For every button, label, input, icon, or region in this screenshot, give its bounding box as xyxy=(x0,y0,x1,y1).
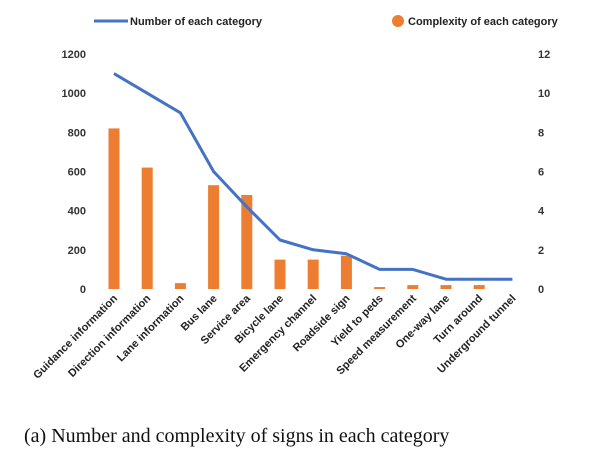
complexity-bar xyxy=(208,185,220,289)
complexity-bar xyxy=(241,195,253,289)
complexity-bar xyxy=(307,259,319,289)
legend-line-label: Number of each category xyxy=(130,16,263,28)
bar-series xyxy=(108,128,485,289)
complexity-bar xyxy=(473,285,485,289)
right-axis: 0 2 4 6 8 10 12 xyxy=(538,49,550,296)
complexity-bar xyxy=(108,128,120,289)
right-axis-tick-label: 10 xyxy=(538,88,550,100)
left-axis-tick-label: 200 xyxy=(68,245,86,257)
category-label: Roadside sign xyxy=(291,292,353,354)
line-series xyxy=(113,72,513,281)
complexity-bar xyxy=(174,283,186,289)
legend-bar-swatch xyxy=(392,15,404,27)
left-axis-tick-label: 800 xyxy=(68,127,86,139)
complexity-bar xyxy=(407,285,419,289)
complexity-bar xyxy=(340,255,352,289)
legend-bar-label: Complexity of each category xyxy=(408,16,559,28)
complexity-bar xyxy=(440,285,452,289)
complexity-bar xyxy=(374,287,386,289)
legend: Number of each category Complexity of ea… xyxy=(94,15,559,28)
figure-caption: (a) Number and complexity of signs in ea… xyxy=(24,425,449,447)
left-axis-tick-label: 1000 xyxy=(62,88,86,100)
right-axis-tick-label: 8 xyxy=(538,127,544,139)
left-axis: 0 200 400 600 800 1000 1200 xyxy=(62,49,86,296)
right-axis-tick-label: 2 xyxy=(538,245,544,257)
right-axis-tick-label: 6 xyxy=(538,167,544,179)
right-axis-tick-label: 12 xyxy=(538,49,550,61)
complexity-bar xyxy=(141,167,153,289)
left-axis-tick-label: 1200 xyxy=(62,49,86,61)
right-axis-tick-label: 0 xyxy=(538,284,544,296)
complexity-bar xyxy=(274,259,286,289)
right-axis-tick-label: 4 xyxy=(538,206,545,218)
number-line xyxy=(113,72,513,281)
left-axis-tick-label: 400 xyxy=(68,206,86,218)
left-axis-tick-label: 600 xyxy=(68,167,86,179)
left-axis-tick-label: 0 xyxy=(80,284,86,296)
